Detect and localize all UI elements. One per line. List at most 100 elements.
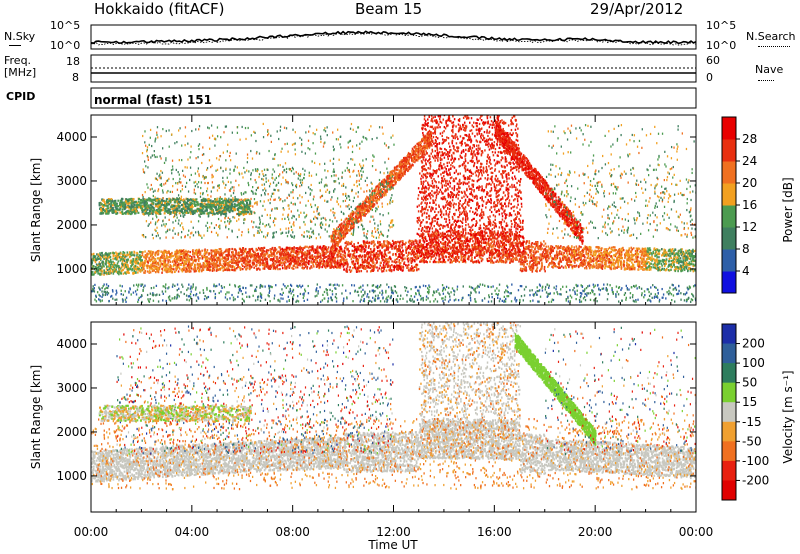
power-echo	[436, 231, 438, 234]
power-echo	[343, 268, 346, 271]
power-echo	[590, 251, 593, 254]
power-echo	[430, 257, 432, 261]
power-echo	[480, 257, 483, 260]
freq-panel	[90, 54, 697, 83]
power-echo	[473, 234, 476, 238]
power-echo	[464, 242, 467, 245]
power-echo	[372, 257, 375, 260]
power-echo	[177, 270, 180, 273]
power-echo	[413, 248, 416, 251]
power-echo	[285, 253, 288, 256]
power-echo	[177, 266, 180, 269]
power-echo	[169, 256, 172, 259]
power-echo	[251, 247, 254, 251]
power-echo	[489, 238, 492, 241]
power-echo	[101, 261, 103, 264]
power-echo	[183, 262, 185, 265]
power-echo	[329, 264, 331, 268]
power-echo	[356, 262, 359, 265]
power-echo	[576, 259, 579, 262]
power-echo	[117, 252, 120, 256]
power-echo	[592, 252, 595, 255]
power-echo	[626, 267, 628, 270]
power-echo	[335, 266, 338, 269]
power-echo	[379, 261, 382, 264]
power-echo	[473, 234, 475, 237]
power-echo	[568, 258, 571, 261]
power-echo	[556, 247, 559, 250]
power-echo	[565, 256, 568, 259]
power-echo	[116, 253, 119, 256]
power-echo	[178, 250, 181, 253]
power-echo	[264, 253, 267, 257]
power-echo	[218, 252, 220, 255]
power-echo	[249, 256, 252, 259]
power-echo	[385, 263, 387, 266]
power-echo	[184, 263, 187, 266]
power-echo	[582, 254, 585, 258]
power-echo	[381, 266, 384, 269]
power-echo	[585, 267, 588, 270]
power-echo	[276, 259, 278, 262]
power-echo	[179, 253, 182, 256]
power-echo	[568, 256, 570, 259]
power-echo	[240, 267, 242, 270]
power-echo	[557, 245, 560, 248]
power-echo	[661, 254, 663, 257]
power-echo	[612, 246, 615, 249]
power-echo	[288, 260, 291, 263]
power-echo	[217, 268, 220, 272]
power-echo	[126, 270, 129, 274]
power-echo	[399, 255, 401, 258]
power-echo	[112, 260, 114, 263]
power-echo	[508, 243, 511, 246]
power-echo	[639, 256, 642, 259]
power-echo	[495, 233, 497, 236]
power-echo	[570, 253, 573, 256]
power-echo	[256, 248, 259, 252]
power-echo	[189, 254, 191, 258]
power-echo	[430, 238, 432, 241]
power-echo	[126, 253, 129, 256]
power-echo	[635, 260, 637, 263]
power-echo	[286, 246, 288, 249]
power-echo	[477, 251, 479, 254]
power-echo	[183, 256, 186, 259]
power-echo	[272, 261, 275, 265]
power-echo	[109, 267, 112, 270]
power-echo	[346, 265, 349, 268]
power-echo	[92, 257, 95, 261]
power-echo	[603, 256, 606, 259]
power-echo	[261, 250, 263, 254]
power-echo	[631, 258, 633, 261]
power-echo	[407, 263, 410, 266]
power-echo	[586, 248, 589, 251]
power-echo	[550, 262, 552, 265]
power-echo	[434, 252, 436, 255]
power-echo	[568, 252, 571, 256]
power-echo	[111, 270, 114, 273]
power-echo	[663, 264, 666, 268]
power-echo	[588, 246, 590, 249]
power-echo	[626, 263, 629, 266]
power-echo	[396, 265, 398, 268]
power-echo	[108, 252, 110, 255]
power-echo	[392, 265, 395, 269]
power-echo	[255, 247, 258, 251]
power-echo	[497, 245, 499, 248]
power-echo	[415, 258, 418, 261]
power-echo	[261, 262, 263, 265]
power-echo	[193, 252, 196, 255]
power-echo	[604, 250, 606, 253]
power-echo	[103, 273, 105, 276]
power-echo	[409, 247, 411, 251]
power-echo	[115, 258, 118, 261]
power-echo	[433, 247, 436, 250]
power-echo	[412, 241, 415, 244]
power-echo	[486, 242, 489, 245]
power-echo	[543, 240, 545, 243]
power-echo	[441, 242, 443, 245]
power-echo	[308, 251, 310, 254]
power-echo	[288, 246, 290, 250]
power-echo	[619, 263, 622, 266]
